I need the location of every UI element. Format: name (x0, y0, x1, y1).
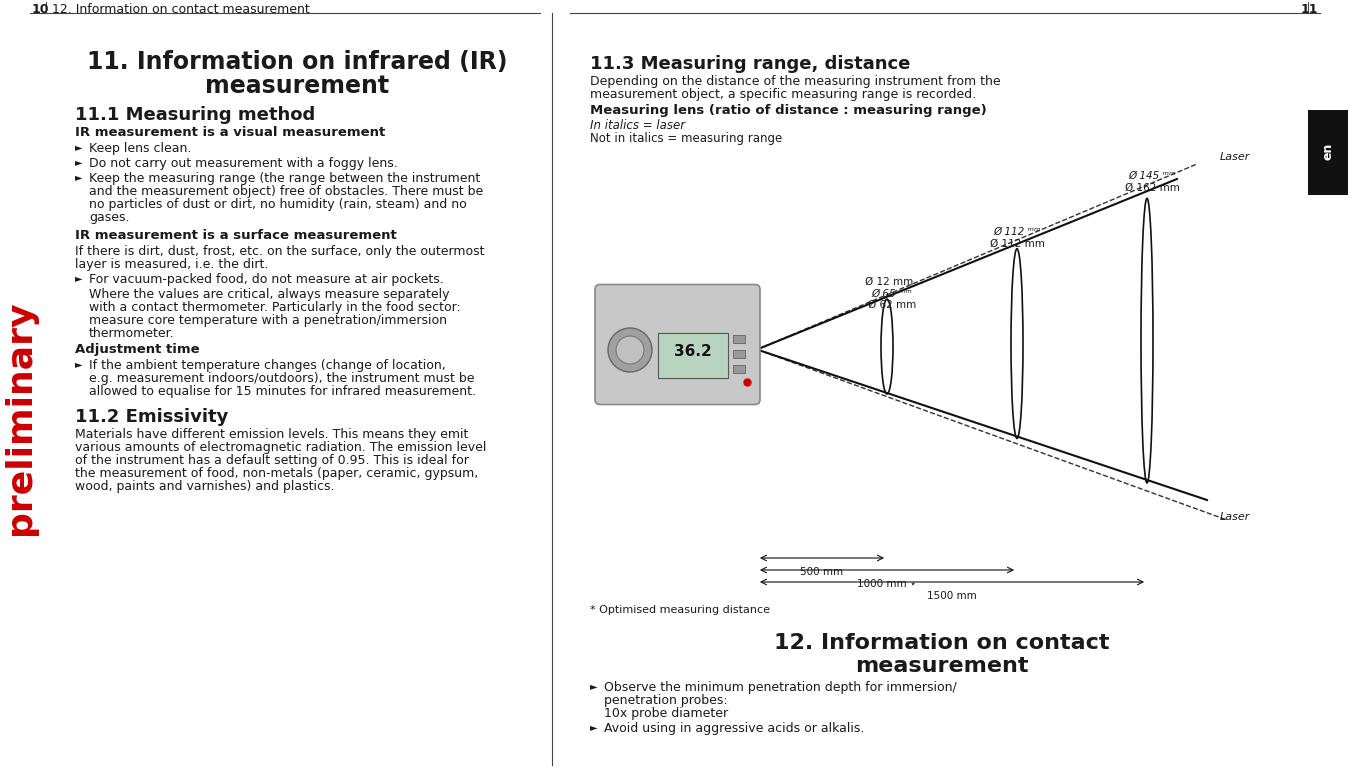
Text: IR measurement is a surface measurement: IR measurement is a surface measurement (74, 229, 397, 242)
Text: 11.3 Measuring range, distance: 11.3 Measuring range, distance (590, 55, 910, 73)
Text: Ø 112 mm: Ø 112 mm (990, 239, 1044, 249)
Bar (733, 350, 745, 357)
Text: Keep the measuring range (the range between the instrument: Keep the measuring range (the range betw… (89, 172, 481, 185)
Text: ►: ► (590, 722, 597, 732)
Text: ►: ► (74, 273, 83, 283)
Text: 12. Information on contact: 12. Information on contact (774, 633, 1110, 653)
Text: measurement object, a specific measuring range is recorded.: measurement object, a specific measuring… (590, 88, 976, 101)
Text: Not in italics = measuring range: Not in italics = measuring range (590, 132, 783, 145)
Text: ►: ► (74, 157, 83, 167)
Text: Measuring lens (ratio of distance : measuring range): Measuring lens (ratio of distance : meas… (590, 104, 987, 117)
Text: of the instrument has a default setting of 0.95. This is ideal for: of the instrument has a default setting … (74, 454, 468, 467)
Circle shape (608, 328, 653, 372)
Text: 10: 10 (32, 3, 50, 16)
Text: penetration probes:: penetration probes: (604, 694, 727, 707)
Text: In italics = laser: In italics = laser (590, 119, 685, 132)
Text: measurement: measurement (856, 656, 1029, 676)
Text: various amounts of electromagnetic radiation. The emission level: various amounts of electromagnetic radia… (74, 441, 486, 454)
Text: measure core temperature with a penetration/immersion: measure core temperature with a penetrat… (89, 314, 447, 327)
Text: Where the values are critical, always measure separately: Where the values are critical, always me… (89, 288, 450, 301)
Text: Ø 112 ᵐᵐ: Ø 112 ᵐᵐ (994, 227, 1041, 236)
Text: 11. Information on infrared (IR): 11. Information on infrared (IR) (87, 50, 508, 74)
Text: with a contact thermometer. Particularly in the food sector:: with a contact thermometer. Particularly… (89, 301, 460, 314)
Text: Ø 12 mm: Ø 12 mm (865, 277, 913, 287)
Text: 36.2: 36.2 (674, 345, 712, 360)
Text: thermometer.: thermometer. (89, 327, 175, 340)
Bar (733, 364, 745, 373)
Text: layer is measured, i.e. the dirt.: layer is measured, i.e. the dirt. (74, 258, 268, 271)
Text: ►: ► (74, 359, 83, 369)
Text: wood, paints and varnishes) and plastics.: wood, paints and varnishes) and plastics… (74, 480, 334, 493)
Text: Laser: Laser (1220, 152, 1250, 161)
Text: preliminary: preliminary (3, 301, 37, 536)
Text: gases.: gases. (89, 211, 130, 224)
Text: If there is dirt, dust, frost, etc. on the surface, only the outermost: If there is dirt, dust, frost, etc. on t… (74, 245, 485, 258)
Text: en: en (1322, 143, 1335, 160)
Text: Adjustment time: Adjustment time (74, 343, 199, 356)
Text: Depending on the distance of the measuring instrument from the: Depending on the distance of the measuri… (590, 75, 1001, 88)
Text: and the measurement object) free of obstacles. There must be: and the measurement object) free of obst… (89, 185, 483, 198)
Text: Ø 162 mm: Ø 162 mm (1125, 182, 1179, 192)
Text: 10x probe diameter: 10x probe diameter (604, 707, 728, 720)
Text: 1500 mm: 1500 mm (927, 591, 976, 601)
Text: IR measurement is a visual measurement: IR measurement is a visual measurement (74, 126, 386, 139)
Text: If the ambient temperature changes (change of location,: If the ambient temperature changes (chan… (89, 359, 445, 372)
Text: Ø 145 ᵐᵐ: Ø 145 ᵐᵐ (1128, 170, 1175, 181)
Bar (658, 332, 728, 377)
Text: Laser: Laser (1220, 512, 1250, 522)
Text: Avoid using in aggressive acids or alkalis.: Avoid using in aggressive acids or alkal… (604, 722, 864, 735)
Text: Observe the minimum penetration depth for immersion/: Observe the minimum penetration depth fo… (604, 681, 957, 694)
Text: 12. Information on contact measurement: 12. Information on contact measurement (51, 3, 310, 16)
Text: Materials have different emission levels. This means they emit: Materials have different emission levels… (74, 428, 468, 441)
Text: 500 mm: 500 mm (800, 567, 844, 577)
Text: Do not carry out measurement with a foggy lens.: Do not carry out measurement with a fogg… (89, 157, 398, 170)
Text: * Optimised measuring distance: * Optimised measuring distance (590, 605, 770, 615)
Text: Keep lens clean.: Keep lens clean. (89, 142, 191, 155)
FancyBboxPatch shape (594, 284, 760, 405)
Bar (1308, 110, 1349, 195)
Text: ►: ► (74, 142, 83, 152)
Text: the measurement of food, non-metals (paper, ceramic, gypsum,: the measurement of food, non-metals (pap… (74, 467, 478, 480)
Text: ►: ► (590, 681, 597, 691)
Text: allowed to equalise for 15 minutes for infrared measurement.: allowed to equalise for 15 minutes for i… (89, 385, 477, 398)
Text: 11: 11 (1300, 3, 1317, 16)
Text: 1000 mm ⋆: 1000 mm ⋆ (857, 579, 917, 589)
Text: ►: ► (74, 172, 83, 182)
Text: For vacuum-packed food, do not measure at air pockets.: For vacuum-packed food, do not measure a… (89, 273, 444, 286)
Text: 11.2 Emissivity: 11.2 Emissivity (74, 408, 229, 426)
Text: no particles of dust or dirt, no humidity (rain, steam) and no: no particles of dust or dirt, no humidit… (89, 198, 467, 211)
Text: 11.1 Measuring method: 11.1 Measuring method (74, 106, 315, 124)
Text: e.g. measurement indoors/outdoors), the instrument must be: e.g. measurement indoors/outdoors), the … (89, 372, 474, 385)
Circle shape (616, 336, 645, 364)
Text: Ø 65 ᵐᵐ: Ø 65 ᵐᵐ (872, 289, 913, 299)
Text: Ø 62 mm: Ø 62 mm (868, 300, 917, 310)
Text: measurement: measurement (204, 74, 389, 98)
Bar (733, 335, 745, 343)
